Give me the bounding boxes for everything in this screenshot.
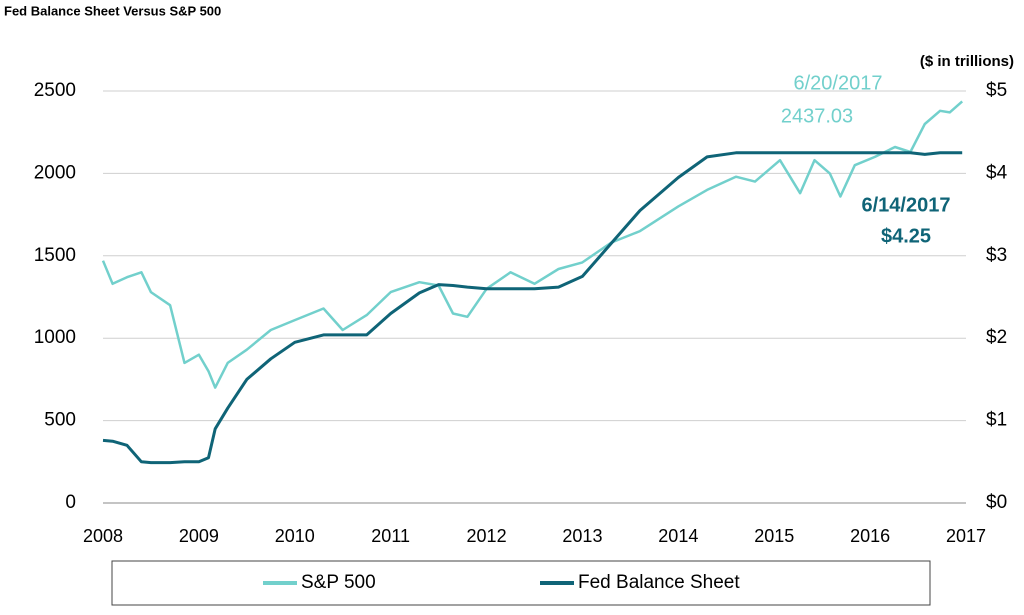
y2-tick-label: $3 <box>986 245 1007 266</box>
y-tick-label: 0 <box>65 492 76 513</box>
legend-label: S&P 500 <box>301 572 376 593</box>
y2-tick-label: $0 <box>986 492 1007 513</box>
line-series <box>102 151 963 465</box>
x-tick-label: 2010 <box>275 526 315 546</box>
y2-axis-label: ($ in trillions) <box>920 53 1014 70</box>
x-tick-label: 2009 <box>179 526 219 546</box>
y-tick-label: 500 <box>44 410 76 431</box>
annotation-value: $4.25 <box>881 225 931 247</box>
legend-box <box>111 560 931 606</box>
annotation-date: 6/20/2017 <box>794 72 883 94</box>
y-tick-label: 2000 <box>34 162 76 183</box>
annotation-value: 2437.03 <box>781 105 853 127</box>
x-tick-label: 2013 <box>562 526 602 546</box>
annotation-date: 6/14/2017 <box>862 194 951 216</box>
y-tick-label: 2500 <box>34 80 76 101</box>
y-tick-label: 1500 <box>34 245 76 266</box>
x-tick-label: 2011 <box>371 526 410 546</box>
x-tick-label: 2012 <box>467 526 507 546</box>
x-tick-label: 2016 <box>850 526 890 546</box>
line-series <box>101 100 964 389</box>
x-tick-label: 2017 <box>946 526 986 546</box>
y-tick-label: 1000 <box>34 327 76 348</box>
x-tick-label: 2014 <box>658 526 698 546</box>
y2-tick-label: $2 <box>986 327 1007 348</box>
x-tick-label: 2015 <box>754 526 794 546</box>
x-tick-label: 2008 <box>83 526 123 546</box>
legend-label: Fed Balance Sheet <box>578 572 740 593</box>
y2-tick-label: $1 <box>986 410 1007 431</box>
y2-tick-label: $5 <box>986 80 1007 101</box>
y2-tick-label: $4 <box>986 162 1008 183</box>
chart-title: Fed Balance Sheet Versus S&P 500 <box>4 3 221 18</box>
